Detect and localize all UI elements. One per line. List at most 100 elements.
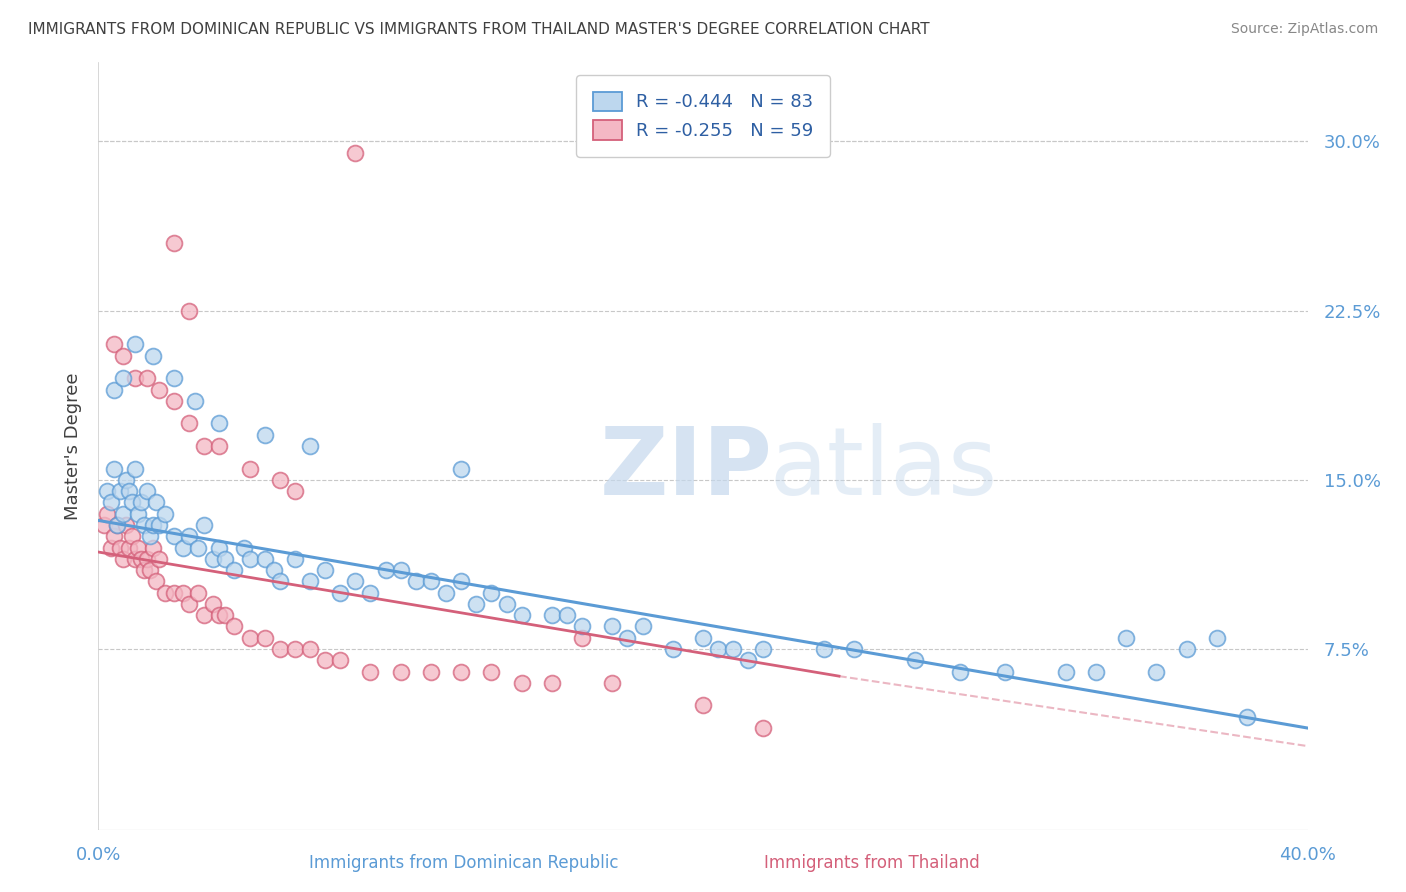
Point [253, 427, 276, 442]
Point [752, 642, 775, 657]
Point [103, 337, 125, 351]
Point [450, 665, 472, 679]
Point [253, 551, 276, 566]
Point [692, 631, 714, 645]
Point [179, 417, 201, 431]
Point [949, 665, 972, 679]
Point [142, 518, 165, 533]
Point [105, 518, 128, 533]
Point [1206, 631, 1229, 645]
Point [100, 541, 122, 555]
Point [96, 507, 118, 521]
Point [118, 541, 141, 555]
Point [187, 585, 209, 599]
Point [145, 574, 167, 589]
Point [510, 676, 533, 690]
Point [314, 563, 336, 577]
Point [631, 619, 654, 633]
Point [208, 439, 231, 453]
Point [121, 529, 143, 543]
Point [103, 461, 125, 475]
Point [602, 619, 624, 633]
Point [299, 574, 322, 589]
Point [111, 551, 134, 566]
Point [105, 518, 128, 533]
Point [420, 665, 443, 679]
Point [1236, 710, 1258, 724]
Point [142, 541, 165, 555]
Text: atlas: atlas [769, 423, 998, 515]
Point [142, 349, 165, 363]
Point [465, 597, 488, 611]
Point [214, 608, 236, 623]
Point [124, 551, 146, 566]
Point [148, 551, 170, 566]
Point [571, 619, 593, 633]
Point [132, 518, 155, 533]
Point [239, 461, 262, 475]
Point [193, 518, 215, 533]
Point [1175, 642, 1198, 657]
Point [299, 439, 322, 453]
Point [148, 383, 170, 397]
Point [253, 631, 276, 645]
Point [224, 619, 246, 633]
Point [108, 484, 131, 499]
Point [202, 597, 225, 611]
Point [239, 551, 262, 566]
Text: Immigrants from Dominican Republic: Immigrants from Dominican Republic [309, 855, 619, 872]
Point [232, 541, 254, 555]
Point [1054, 665, 1077, 679]
Point [148, 518, 170, 533]
Point [93, 518, 115, 533]
Point [314, 653, 336, 667]
Point [111, 371, 134, 385]
Point [692, 698, 714, 713]
Point [135, 371, 157, 385]
Point [179, 529, 201, 543]
Point [661, 642, 683, 657]
Point [510, 608, 533, 623]
Point [145, 495, 167, 509]
Point [723, 642, 745, 657]
Point [360, 665, 382, 679]
Point [103, 383, 125, 397]
Point [100, 495, 122, 509]
Point [127, 541, 149, 555]
Point [202, 551, 225, 566]
Point [420, 574, 443, 589]
Point [135, 484, 157, 499]
Point [214, 551, 236, 566]
Point [153, 507, 176, 521]
Point [329, 585, 352, 599]
Point [172, 585, 194, 599]
Point [284, 484, 307, 499]
Point [193, 608, 215, 623]
Point [132, 563, 155, 577]
Point [184, 393, 207, 408]
Point [994, 665, 1017, 679]
Point [114, 518, 136, 533]
Point [153, 585, 176, 599]
Point [139, 529, 162, 543]
Text: IMMIGRANTS FROM DOMINICAN REPUBLIC VS IMMIGRANTS FROM THAILAND MASTER'S DEGREE C: IMMIGRANTS FROM DOMINICAN REPUBLIC VS IM… [28, 22, 929, 37]
Point [208, 608, 231, 623]
Point [114, 473, 136, 487]
Point [540, 608, 562, 623]
Point [163, 393, 186, 408]
Point [172, 541, 194, 555]
Point [813, 642, 835, 657]
Point [555, 608, 578, 623]
Point [124, 337, 146, 351]
Point [121, 495, 143, 509]
Point [224, 563, 246, 577]
Point [163, 529, 186, 543]
Point [1085, 665, 1108, 679]
Point [108, 541, 131, 555]
Point [389, 665, 412, 679]
Point [299, 642, 322, 657]
Point [752, 721, 775, 735]
Point [434, 585, 457, 599]
Point [111, 349, 134, 363]
Point [103, 529, 125, 543]
